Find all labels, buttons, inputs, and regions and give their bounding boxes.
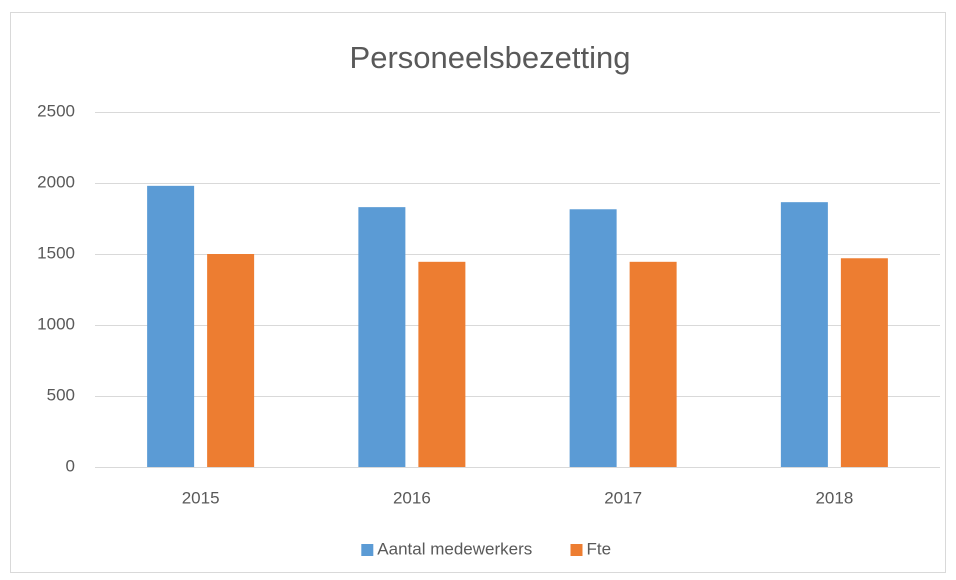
- x-tick-label: 2016: [393, 488, 431, 507]
- bar: [629, 261, 677, 467]
- y-tick-label: 1000: [37, 314, 75, 333]
- x-tick-label: 2017: [604, 488, 642, 507]
- legend-label: Aantal medewerkers: [377, 539, 532, 558]
- x-tick-label: 2018: [815, 488, 853, 507]
- bar: [418, 261, 466, 467]
- bar: [780, 202, 828, 468]
- bar: [840, 258, 888, 467]
- bar: [569, 209, 617, 467]
- y-tick-label: 1500: [37, 243, 75, 262]
- chart-title: Personeelsbezetting: [350, 40, 631, 75]
- y-tick-label: 2000: [37, 172, 75, 191]
- legend-label: Fte: [587, 539, 612, 558]
- y-tick-label: 500: [47, 385, 75, 404]
- bar: [147, 185, 195, 467]
- y-tick-label: 0: [66, 456, 75, 475]
- y-tick-label: 2500: [37, 101, 75, 120]
- x-tick-label: 2015: [182, 488, 220, 507]
- bar: [207, 254, 255, 467]
- bar: [358, 207, 406, 467]
- legend-swatch: [570, 544, 583, 556]
- legend-swatch: [361, 544, 374, 556]
